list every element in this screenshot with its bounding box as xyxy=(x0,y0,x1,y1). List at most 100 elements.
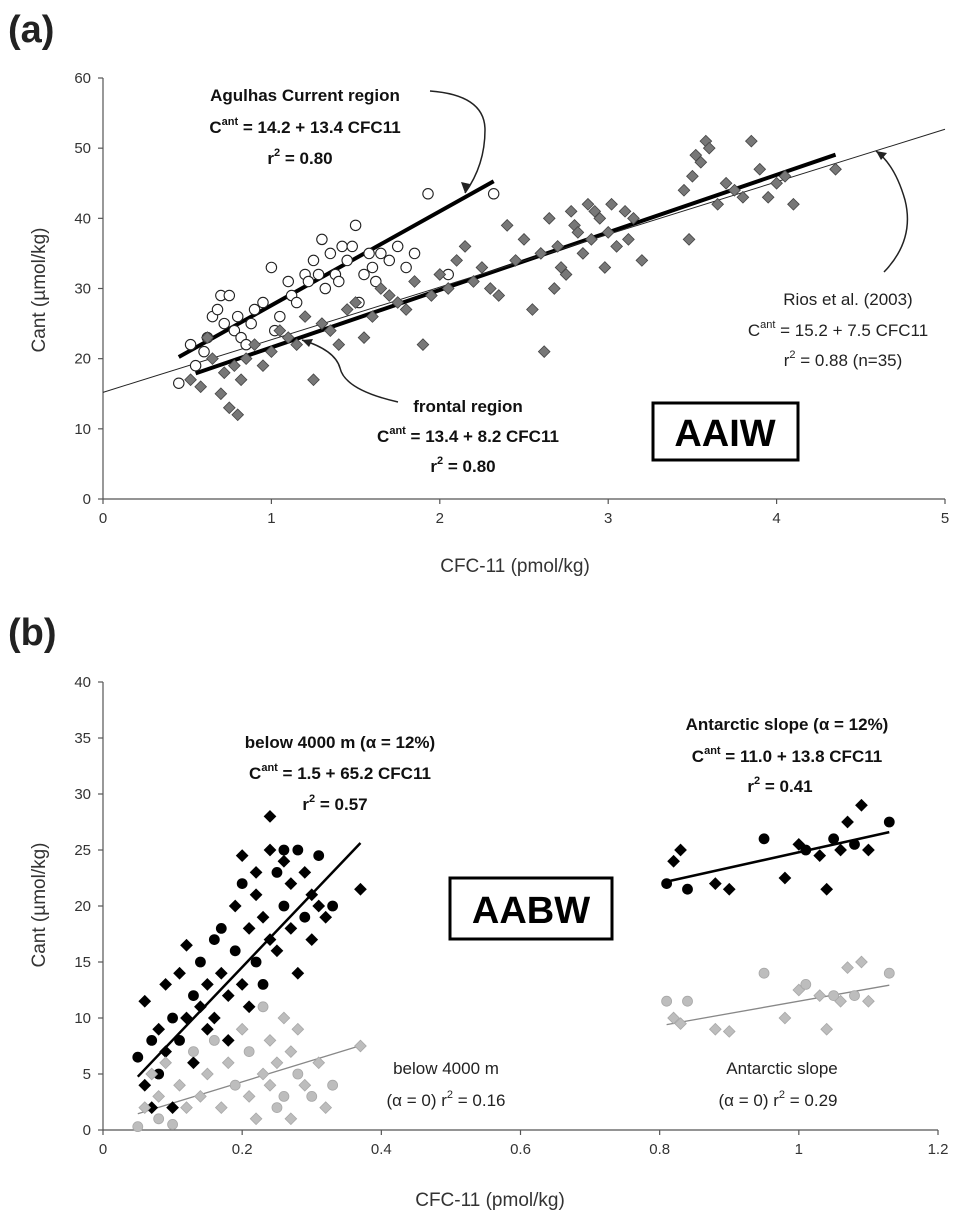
data-point xyxy=(601,226,615,239)
data-point xyxy=(526,303,539,316)
data-point xyxy=(282,275,294,288)
panel-a-x-tick-label: 3 xyxy=(604,510,612,527)
annotation-frontal-title: frontal region xyxy=(413,397,523,416)
data-point xyxy=(800,844,812,856)
data-point xyxy=(236,878,248,889)
data-point xyxy=(217,366,231,380)
data-point xyxy=(180,938,193,952)
data-point xyxy=(180,1101,193,1114)
data-point xyxy=(841,961,854,974)
data-point xyxy=(354,882,367,896)
data-point xyxy=(138,1101,152,1114)
data-point xyxy=(686,169,699,183)
data-point xyxy=(198,345,210,358)
data-point xyxy=(132,1051,144,1063)
data-point xyxy=(250,956,262,968)
data-point xyxy=(682,233,696,246)
data-point xyxy=(278,844,290,856)
data-point xyxy=(201,1022,214,1036)
data-point xyxy=(281,331,295,344)
data-point xyxy=(132,1121,144,1133)
data-point xyxy=(327,1079,339,1091)
data-point xyxy=(221,1034,235,1047)
data-point xyxy=(744,134,758,148)
data-point xyxy=(298,866,312,879)
data-point xyxy=(184,338,197,351)
panel-b-x-tick-label: 0.4 xyxy=(371,1141,392,1158)
panel-a-y-tick-label: 0 xyxy=(83,491,91,508)
data-point xyxy=(153,1113,165,1125)
data-point xyxy=(828,990,840,1001)
data-point xyxy=(235,1022,249,1036)
panel-b-points xyxy=(132,798,895,1133)
annotation-agulhas: Agulhas Current region Cant = 14.2 + 13.… xyxy=(209,86,486,194)
data-point xyxy=(257,1001,269,1013)
data-point xyxy=(188,990,199,1001)
data-point xyxy=(375,247,387,260)
panel-b-x-tick-label: 0.8 xyxy=(649,1141,670,1158)
data-point xyxy=(341,254,353,267)
regression-line xyxy=(136,842,362,1078)
data-point xyxy=(312,268,325,281)
data-point xyxy=(188,1046,199,1057)
annotation-agulhas-r2: r2 = 0.80 xyxy=(267,147,332,168)
data-point xyxy=(218,317,230,330)
data-point xyxy=(166,1101,179,1114)
data-point xyxy=(366,310,379,323)
data-point xyxy=(291,966,305,980)
data-point xyxy=(221,1056,235,1070)
data-point xyxy=(667,1011,680,1025)
data-point xyxy=(324,247,337,260)
annotation-below-4000-alpha0-title: below 4000 m xyxy=(393,1059,499,1078)
data-point xyxy=(753,162,767,176)
data-point xyxy=(271,1102,283,1113)
data-point xyxy=(265,261,278,274)
box-label-aabw-text: AABW xyxy=(472,890,590,932)
data-point xyxy=(307,373,320,387)
data-point xyxy=(234,373,248,387)
annotation-frontal-r2: r2 = 0.80 xyxy=(430,455,495,476)
data-point xyxy=(674,843,687,857)
data-point xyxy=(299,911,311,923)
data-point xyxy=(284,1045,298,1058)
data-point xyxy=(349,219,362,232)
data-point xyxy=(211,303,224,316)
data-point xyxy=(862,994,875,1008)
data-point xyxy=(828,833,840,845)
data-point xyxy=(778,169,792,183)
data-point xyxy=(319,910,333,924)
annotation-below-4000-alpha12: below 4000 m (α = 12%) Cant = 1.5 + 65.2… xyxy=(245,733,435,814)
data-point xyxy=(315,317,329,330)
data-point xyxy=(500,218,514,232)
annotation-antarctic-slope-alpha12-r2: r2 = 0.41 xyxy=(747,775,812,796)
annotation-antarctic-slope-alpha12-title: Antarctic slope (α = 12%) xyxy=(686,715,889,734)
panel-a-x-tick-label: 2 xyxy=(436,510,444,527)
data-point xyxy=(292,1068,304,1080)
data-point xyxy=(357,331,371,344)
data-point xyxy=(207,1011,221,1025)
data-point xyxy=(319,1101,333,1114)
annotation-agulhas-arrow xyxy=(429,90,486,194)
data-point xyxy=(215,923,227,934)
data-point xyxy=(576,247,590,260)
data-point xyxy=(201,331,214,344)
data-point xyxy=(302,275,315,288)
box-label-aabw: AABW xyxy=(448,876,614,941)
data-point xyxy=(346,240,358,253)
data-point xyxy=(263,843,277,857)
panel-b-y-tick-label: 20 xyxy=(74,898,91,915)
data-point xyxy=(235,978,249,991)
data-point xyxy=(277,1011,291,1025)
data-point xyxy=(593,211,607,225)
data-point xyxy=(605,197,618,211)
box-label-aaiw-frame xyxy=(651,401,800,462)
data-point xyxy=(271,867,283,878)
data-point xyxy=(290,296,303,309)
data-point xyxy=(263,933,277,946)
data-point xyxy=(849,839,860,850)
data-point xyxy=(682,883,693,895)
data-point xyxy=(820,882,834,896)
